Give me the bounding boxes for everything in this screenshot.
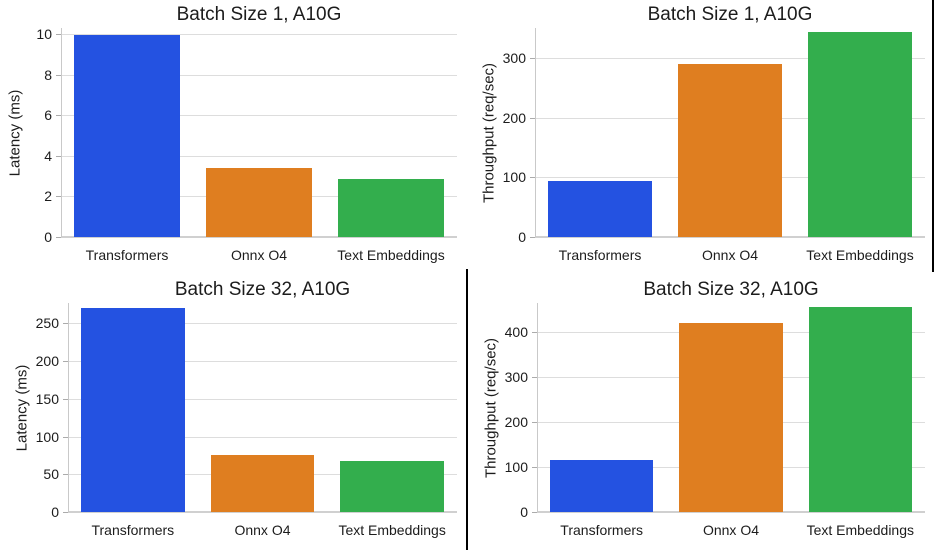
chart-title: Batch Size 32, A10G xyxy=(174,279,351,300)
bar-onnx-o4 xyxy=(678,64,782,237)
gridline xyxy=(61,34,457,36)
gridline xyxy=(68,323,457,325)
gridline xyxy=(535,57,925,59)
gridline xyxy=(61,115,457,117)
y-tick-label: 150 xyxy=(35,390,59,407)
x-tick-label: Onnx O4 xyxy=(230,247,288,263)
chart-title: Batch Size 1, A10G xyxy=(647,4,813,25)
y-tick-label: 200 xyxy=(502,109,526,126)
x-tick-label: Transformers xyxy=(560,522,644,538)
y-tick-mark xyxy=(56,74,61,76)
y-axis-spine xyxy=(535,28,536,237)
y-tick-mark xyxy=(532,377,537,379)
y-tick-label: 100 xyxy=(35,428,59,445)
x-tick-label: Transformers xyxy=(91,522,175,538)
bar-onnx-o4 xyxy=(679,323,783,512)
bar-transformers xyxy=(548,181,652,237)
x-tick-label: Onnx O4 xyxy=(234,522,291,538)
y-tick-label: 6 xyxy=(44,107,52,124)
y-tick-mark xyxy=(532,332,537,334)
x-axis-line xyxy=(68,511,457,513)
y-tick-mark xyxy=(56,155,61,157)
y-tick-mark xyxy=(56,34,61,36)
chart-latency-batch-1: Batch Size 1, A10G Latency (ms) 0 2 4 6 8 10 T… xyxy=(0,0,467,275)
x-tick-label: Onnx O4 xyxy=(702,522,759,538)
gridline xyxy=(61,74,457,76)
y-tick-label: 100 xyxy=(502,169,526,186)
chart-throughput-batch-32: Batch Size 32, A10G Throughput (req/sec)… xyxy=(468,275,935,550)
y-tick-mark xyxy=(532,512,537,513)
y-tick-label: 250 xyxy=(35,315,59,332)
divider-line-right xyxy=(932,0,934,272)
y-tick-label: 200 xyxy=(504,414,528,431)
chart-title: Batch Size 1, A10G xyxy=(176,4,342,25)
y-tick-label: 0 xyxy=(520,504,528,520)
y-tick-mark xyxy=(530,57,535,59)
y-tick-label: 0 xyxy=(518,229,526,245)
y-tick-label: 2 xyxy=(44,188,52,205)
y-tick-mark xyxy=(56,237,61,238)
x-tick-label: Text Embeddings xyxy=(337,247,445,263)
y-tick-label: 100 xyxy=(504,459,528,476)
x-tick-label: Text Embeddings xyxy=(806,522,915,538)
y-tick-mark xyxy=(63,436,68,438)
chart-throughput-batch-1: Batch Size 1, A10G Throughput (req/sec) … xyxy=(468,0,935,275)
y-tick-label: 300 xyxy=(504,369,528,386)
bar-transformers xyxy=(549,459,654,512)
bar-transformers xyxy=(74,34,180,237)
y-axis-spine xyxy=(537,303,538,512)
y-tick-label: 300 xyxy=(502,49,526,66)
divider-line-middle xyxy=(466,269,468,550)
bar-onnx-o4 xyxy=(206,168,312,237)
y-tick-mark xyxy=(63,361,68,363)
x-tick-label: Onnx O4 xyxy=(701,247,759,263)
y-axis-spine xyxy=(68,303,69,512)
chart-title: Batch Size 32, A10G xyxy=(643,279,819,300)
y-tick-mark xyxy=(530,177,535,179)
y-tick-label: 10 xyxy=(36,26,52,43)
y-tick-mark xyxy=(63,512,68,513)
bar-text-embeddings xyxy=(338,179,444,237)
gridline xyxy=(68,361,457,363)
gridline xyxy=(61,155,457,157)
x-tick-label: Transformers xyxy=(558,247,642,263)
y-tick-label: 0 xyxy=(44,229,52,245)
y-tick-mark xyxy=(532,422,537,424)
plot-area: 0 50 100 150 200 250 Transformers Onnx O4 Text E… xyxy=(0,275,467,550)
y-tick-mark xyxy=(63,323,68,325)
y-tick-label: 0 xyxy=(51,504,59,520)
gridline xyxy=(68,398,457,400)
y-axis-spine xyxy=(61,28,62,237)
plot-area: 0 100 200 300 400 Transformers Onnx O4 Text Emb… xyxy=(468,275,935,550)
x-tick-label: Text Embeddings xyxy=(806,247,914,263)
y-tick-label: 4 xyxy=(44,147,52,164)
y-tick-label: 50 xyxy=(43,466,59,483)
bar-onnx-o4 xyxy=(210,455,315,512)
y-tick-mark xyxy=(63,398,68,400)
bar-text-embeddings xyxy=(808,306,913,512)
y-tick-mark xyxy=(532,467,537,469)
bar-text-embeddings xyxy=(340,460,445,512)
y-tick-mark xyxy=(56,115,61,117)
y-tick-mark xyxy=(63,474,68,476)
y-tick-label: 200 xyxy=(35,353,59,370)
y-tick-mark xyxy=(530,237,535,238)
x-tick-label: Transformers xyxy=(85,247,169,263)
plot-area: 0 100 200 300 Transformers Onnx O4 Text Embedd… xyxy=(468,0,935,275)
y-tick-label: 400 xyxy=(504,324,528,341)
y-tick-label: 8 xyxy=(44,66,52,83)
bar-transformers xyxy=(80,308,185,512)
x-tick-label: Text Embeddings xyxy=(338,522,446,538)
plot-area: 0 2 4 6 8 10 Transformers Onnx O4 Text Embedding… xyxy=(0,0,467,275)
y-tick-mark xyxy=(530,117,535,119)
chart-latency-batch-32: Batch Size 32, A10G Latency (ms) 0 50 100 1… xyxy=(0,275,467,550)
x-axis-line xyxy=(535,236,925,238)
x-axis-line xyxy=(61,236,457,238)
gridline xyxy=(68,436,457,438)
bar-text-embeddings xyxy=(808,31,912,237)
y-tick-mark xyxy=(56,196,61,198)
x-axis-line xyxy=(537,511,925,513)
